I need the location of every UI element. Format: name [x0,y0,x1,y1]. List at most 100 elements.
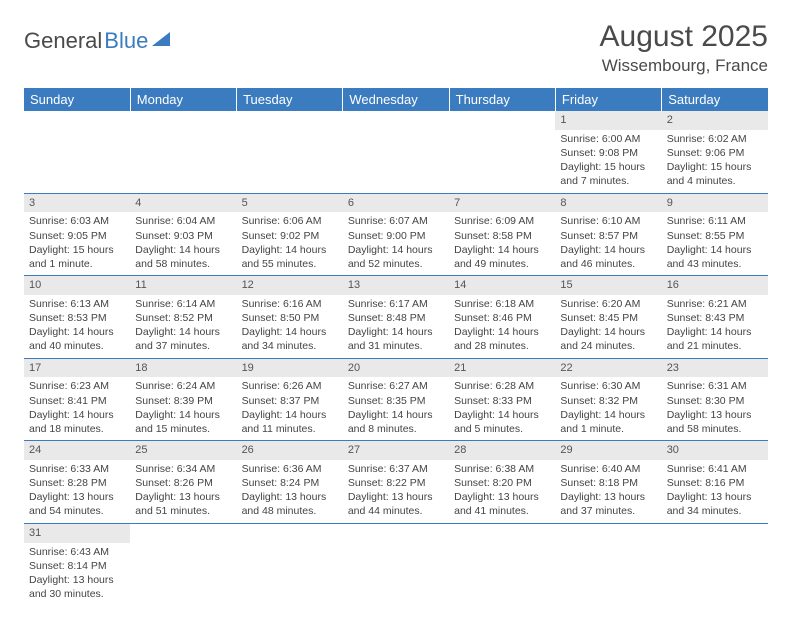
calendar-empty-cell [130,523,236,605]
calendar-day-cell: 21Sunrise: 6:28 AMSunset: 8:33 PMDayligh… [449,358,555,441]
day-number: 20 [343,359,449,378]
daylight-text-2: and 37 minutes. [135,339,231,353]
sunset-text: Sunset: 8:18 PM [560,476,656,490]
day-number: 22 [555,359,661,378]
sunset-text: Sunset: 9:05 PM [29,229,125,243]
sunrise-text: Sunrise: 6:07 AM [348,214,444,228]
sunrise-text: Sunrise: 6:04 AM [135,214,231,228]
sunrise-text: Sunrise: 6:26 AM [242,379,338,393]
daylight-text-2: and 54 minutes. [29,504,125,518]
daylight-text-2: and 58 minutes. [135,257,231,271]
day-number: 1 [555,111,661,130]
sunrise-text: Sunrise: 6:28 AM [454,379,550,393]
daylight-text: Daylight: 13 hours [29,573,125,587]
sunrise-text: Sunrise: 6:24 AM [135,379,231,393]
sunrise-text: Sunrise: 6:14 AM [135,297,231,311]
day-number: 3 [24,194,130,213]
calendar-day-cell: 14Sunrise: 6:18 AMSunset: 8:46 PMDayligh… [449,276,555,359]
daylight-text-2: and 52 minutes. [348,257,444,271]
sunset-text: Sunset: 8:20 PM [454,476,550,490]
daylight-text: Daylight: 13 hours [560,490,656,504]
sunrise-text: Sunrise: 6:16 AM [242,297,338,311]
daylight-text: Daylight: 14 hours [348,325,444,339]
day-body: Sunrise: 6:37 AMSunset: 8:22 PMDaylight:… [343,460,449,523]
day-body: Sunrise: 6:38 AMSunset: 8:20 PMDaylight:… [449,460,555,523]
sunrise-text: Sunrise: 6:13 AM [29,297,125,311]
day-body: Sunrise: 6:26 AMSunset: 8:37 PMDaylight:… [237,377,343,440]
sunset-text: Sunset: 8:39 PM [135,394,231,408]
daylight-text-2: and 41 minutes. [454,504,550,518]
weekday-header: Monday [130,88,236,111]
day-body: Sunrise: 6:31 AMSunset: 8:30 PMDaylight:… [662,377,768,440]
calendar-empty-cell [343,111,449,193]
day-body: Sunrise: 6:43 AMSunset: 8:14 PMDaylight:… [24,543,130,606]
calendar-day-cell: 29Sunrise: 6:40 AMSunset: 8:18 PMDayligh… [555,441,661,524]
calendar-empty-cell [130,111,236,193]
calendar-day-cell: 5Sunrise: 6:06 AMSunset: 9:02 PMDaylight… [237,193,343,276]
day-body: Sunrise: 6:40 AMSunset: 8:18 PMDaylight:… [555,460,661,523]
daylight-text-2: and 40 minutes. [29,339,125,353]
daylight-text: Daylight: 14 hours [667,243,763,257]
header-block: General Blue August 2025 Wissembourg, Fr… [24,20,768,76]
day-number: 31 [24,524,130,543]
day-number: 21 [449,359,555,378]
sunrise-text: Sunrise: 6:06 AM [242,214,338,228]
daylight-text: Daylight: 14 hours [667,325,763,339]
day-number: 15 [555,276,661,295]
day-body: Sunrise: 6:23 AMSunset: 8:41 PMDaylight:… [24,377,130,440]
daylight-text-2: and 34 minutes. [242,339,338,353]
day-number: 14 [449,276,555,295]
daylight-text: Daylight: 13 hours [667,490,763,504]
weekday-header: Friday [555,88,661,111]
sunset-text: Sunset: 8:46 PM [454,311,550,325]
weekday-header: Sunday [24,88,130,111]
day-number: 16 [662,276,768,295]
day-number: 5 [237,194,343,213]
day-number: 25 [130,441,236,460]
calendar-empty-cell [343,523,449,605]
daylight-text-2: and 31 minutes. [348,339,444,353]
day-number: 7 [449,194,555,213]
daylight-text-2: and 28 minutes. [454,339,550,353]
sunset-text: Sunset: 8:55 PM [667,229,763,243]
day-body: Sunrise: 6:17 AMSunset: 8:48 PMDaylight:… [343,295,449,358]
daylight-text-2: and 11 minutes. [242,422,338,436]
calendar-day-cell: 2Sunrise: 6:02 AMSunset: 9:06 PMDaylight… [662,111,768,193]
daylight-text-2: and 48 minutes. [242,504,338,518]
sunset-text: Sunset: 8:37 PM [242,394,338,408]
day-number: 19 [237,359,343,378]
day-number: 13 [343,276,449,295]
daylight-text: Daylight: 14 hours [242,243,338,257]
location-label: Wissembourg, France [600,56,768,76]
sunrise-text: Sunrise: 6:03 AM [29,214,125,228]
sunset-text: Sunset: 8:45 PM [560,311,656,325]
day-number: 30 [662,441,768,460]
weekday-header: Thursday [449,88,555,111]
day-body: Sunrise: 6:03 AMSunset: 9:05 PMDaylight:… [24,212,130,275]
sunrise-text: Sunrise: 6:21 AM [667,297,763,311]
calendar-day-cell: 19Sunrise: 6:26 AMSunset: 8:37 PMDayligh… [237,358,343,441]
calendar-empty-cell [449,523,555,605]
day-number: 6 [343,194,449,213]
calendar-day-cell: 4Sunrise: 6:04 AMSunset: 9:03 PMDaylight… [130,193,236,276]
day-body: Sunrise: 6:27 AMSunset: 8:35 PMDaylight:… [343,377,449,440]
sunrise-text: Sunrise: 6:09 AM [454,214,550,228]
month-title: August 2025 [600,20,768,54]
daylight-text-2: and 7 minutes. [560,174,656,188]
daylight-text-2: and 21 minutes. [667,339,763,353]
calendar-empty-cell [555,523,661,605]
calendar-day-cell: 9Sunrise: 6:11 AMSunset: 8:55 PMDaylight… [662,193,768,276]
sunrise-text: Sunrise: 6:20 AM [560,297,656,311]
logo: General Blue [24,28,172,54]
calendar-day-cell: 28Sunrise: 6:38 AMSunset: 8:20 PMDayligh… [449,441,555,524]
day-body: Sunrise: 6:14 AMSunset: 8:52 PMDaylight:… [130,295,236,358]
logo-text-1: General [24,28,102,54]
sunset-text: Sunset: 8:41 PM [29,394,125,408]
daylight-text-2: and 1 minute. [560,422,656,436]
sunrise-text: Sunrise: 6:00 AM [560,132,656,146]
weekday-header-row: SundayMondayTuesdayWednesdayThursdayFrid… [24,88,768,111]
day-number: 24 [24,441,130,460]
daylight-text-2: and 34 minutes. [667,504,763,518]
sunrise-text: Sunrise: 6:17 AM [348,297,444,311]
sunset-text: Sunset: 8:30 PM [667,394,763,408]
